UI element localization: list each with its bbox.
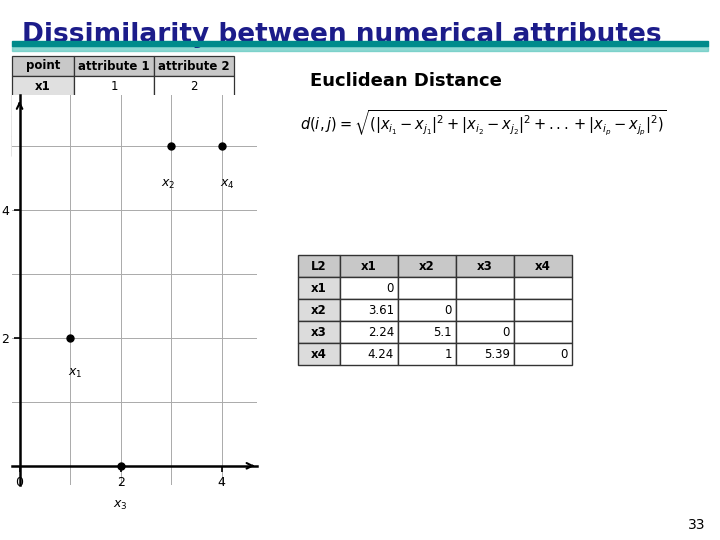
Bar: [74, 136, 154, 156]
Bar: [514, 299, 572, 321]
Bar: [456, 299, 514, 321]
Text: x4: x4: [35, 139, 51, 152]
Bar: [340, 321, 398, 343]
Text: 1: 1: [444, 348, 452, 361]
Text: x2: x2: [419, 260, 435, 273]
Bar: [456, 343, 514, 365]
Text: attribute 1: attribute 1: [78, 59, 150, 72]
Text: 2.24: 2.24: [368, 326, 394, 339]
Text: 5.39: 5.39: [484, 348, 510, 361]
Bar: [12, 41, 708, 46]
Text: x3: x3: [35, 119, 51, 132]
Bar: [74, 116, 154, 136]
Text: 5.1: 5.1: [433, 326, 452, 339]
Bar: [12, 56, 74, 76]
Bar: [456, 277, 514, 299]
Bar: [298, 321, 340, 343]
Bar: [398, 343, 456, 365]
Bar: [154, 56, 234, 76]
Text: 5: 5: [190, 99, 198, 112]
Bar: [154, 116, 234, 136]
Text: 5: 5: [190, 139, 198, 152]
Text: x4: x4: [535, 260, 551, 273]
Text: 0: 0: [445, 303, 452, 316]
Text: x3: x3: [311, 326, 327, 339]
Bar: [298, 255, 340, 277]
Text: x1: x1: [311, 281, 327, 294]
Text: x2: x2: [35, 99, 51, 112]
Bar: [154, 76, 234, 96]
Text: 33: 33: [688, 518, 705, 532]
Bar: [398, 255, 456, 277]
Bar: [12, 136, 74, 156]
Bar: [340, 277, 398, 299]
Text: $x_3$: $x_3$: [113, 499, 128, 512]
Bar: [514, 255, 572, 277]
Text: 0: 0: [561, 348, 568, 361]
Text: L2: L2: [311, 260, 327, 273]
Bar: [154, 96, 234, 116]
Bar: [154, 136, 234, 156]
Bar: [12, 76, 74, 96]
Text: 0: 0: [190, 119, 198, 132]
Text: x3: x3: [477, 260, 493, 273]
Bar: [74, 76, 154, 96]
Bar: [340, 299, 398, 321]
Text: 4: 4: [110, 139, 118, 152]
Text: $x_1$: $x_1$: [68, 367, 82, 380]
Text: 0: 0: [387, 281, 394, 294]
Text: attribute 2: attribute 2: [158, 59, 230, 72]
Bar: [12, 96, 74, 116]
Text: $x_2$: $x_2$: [161, 178, 176, 191]
Text: x1: x1: [361, 260, 377, 273]
Bar: [12, 116, 74, 136]
Text: 1: 1: [110, 79, 118, 92]
Text: 3: 3: [110, 99, 117, 112]
Text: point: point: [26, 59, 60, 72]
Bar: [12, 46, 708, 51]
Text: 0: 0: [503, 326, 510, 339]
Bar: [398, 277, 456, 299]
Bar: [456, 321, 514, 343]
Bar: [298, 277, 340, 299]
Text: 4.24: 4.24: [368, 348, 394, 361]
Text: 2: 2: [190, 79, 198, 92]
Bar: [514, 321, 572, 343]
Bar: [298, 299, 340, 321]
Bar: [514, 277, 572, 299]
Bar: [340, 343, 398, 365]
Bar: [398, 321, 456, 343]
Text: x4: x4: [311, 348, 327, 361]
Text: 3.61: 3.61: [368, 303, 394, 316]
Bar: [74, 56, 154, 76]
Bar: [74, 96, 154, 116]
Bar: [514, 343, 572, 365]
Bar: [298, 343, 340, 365]
Text: x2: x2: [311, 303, 327, 316]
Text: $d(i,j)=\sqrt{(|x_{i_1}-x_{j_1}|^2+|x_{i_2}-x_{j_2}|^2+...+|x_{i_p}-x_{j_p}|^2)}: $d(i,j)=\sqrt{(|x_{i_1}-x_{j_1}|^2+|x_{i…: [300, 108, 667, 138]
Text: Euclidean Distance: Euclidean Distance: [310, 72, 502, 90]
Bar: [340, 255, 398, 277]
Text: Dissimilarity between numerical attributes: Dissimilarity between numerical attribut…: [22, 22, 662, 48]
Bar: [456, 255, 514, 277]
Bar: [398, 299, 456, 321]
Text: x1: x1: [35, 79, 51, 92]
Text: $x_4$: $x_4$: [220, 178, 235, 191]
Text: 2: 2: [110, 119, 118, 132]
